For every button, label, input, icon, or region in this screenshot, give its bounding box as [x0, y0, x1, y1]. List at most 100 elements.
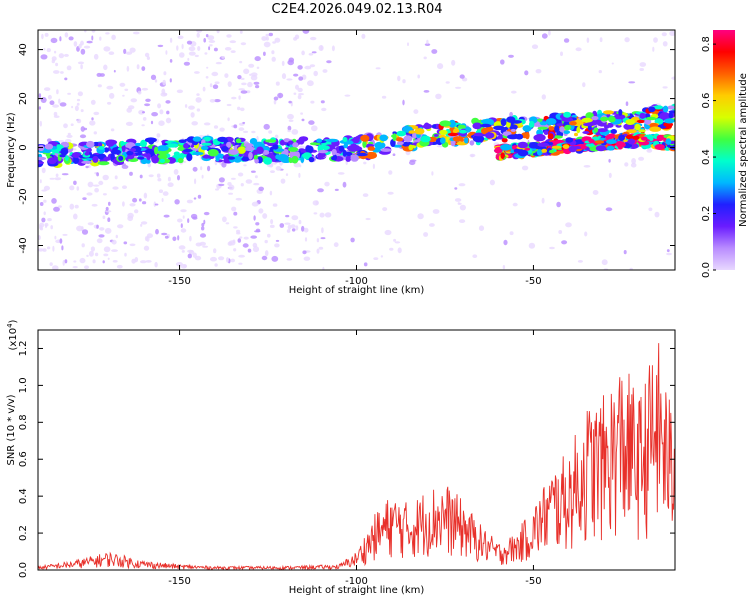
noise-speck — [108, 51, 115, 55]
y-tick-label: 0.8 — [18, 414, 29, 430]
noise-speck — [218, 177, 225, 183]
noise-speck — [145, 98, 151, 103]
ridge-blob — [656, 134, 664, 142]
noise-speck — [162, 79, 166, 86]
ridge-blob — [98, 146, 105, 150]
noise-speck — [119, 82, 126, 87]
noise-speck — [55, 62, 59, 67]
ridge-blob — [600, 116, 609, 122]
noise-speck — [68, 36, 74, 41]
noise-speck — [263, 41, 271, 48]
noise-speck — [83, 127, 88, 131]
ridge-blob — [556, 123, 564, 127]
ridge-blob — [610, 129, 617, 134]
noise-speck — [502, 265, 506, 270]
ridge-blob — [432, 124, 437, 129]
noise-speck — [103, 246, 111, 253]
noise-speck — [177, 35, 184, 40]
ridge-blob — [423, 122, 430, 130]
noise-speck — [195, 97, 202, 103]
ridge-blob — [137, 156, 145, 160]
noise-speck — [541, 197, 545, 204]
ridge-blob — [500, 144, 512, 151]
noise-speck — [267, 233, 271, 238]
ridge-blob — [481, 127, 489, 135]
noise-speck — [268, 130, 273, 134]
noise-speck — [648, 207, 653, 212]
noise-speck — [76, 98, 81, 102]
noise-speck — [286, 258, 293, 261]
noise-speck — [265, 36, 269, 41]
snr-series-line — [38, 343, 675, 570]
noise-speck — [287, 59, 295, 66]
noise-speck — [250, 235, 257, 239]
noise-speck — [112, 260, 118, 263]
noise-speck — [38, 235, 41, 241]
noise-speck — [503, 239, 508, 246]
noise-speck — [255, 222, 260, 226]
noise-speck — [69, 203, 75, 210]
ridge-blob — [243, 143, 254, 148]
noise-speck — [639, 68, 644, 71]
noise-speck — [361, 33, 366, 39]
noise-speck — [240, 42, 247, 46]
noise-speck — [193, 197, 197, 200]
noise-speck — [156, 133, 161, 138]
noise-speck — [381, 95, 387, 99]
noise-speck — [58, 53, 65, 59]
ridge-blob — [408, 130, 416, 134]
noise-speck — [110, 128, 115, 132]
noise-speck — [123, 48, 127, 55]
noise-speck — [227, 241, 233, 246]
noise-speck — [402, 79, 406, 84]
ridge-blob — [573, 146, 581, 150]
noise-speck — [47, 218, 52, 222]
noise-speck — [46, 246, 51, 250]
noise-speck — [331, 45, 335, 52]
noise-speck — [196, 108, 201, 112]
noise-speck — [64, 139, 72, 143]
noise-speck — [96, 72, 102, 77]
ridge-blob — [582, 131, 590, 134]
noise-speck — [608, 172, 612, 178]
ridge-blob — [574, 132, 578, 137]
noise-speck — [639, 62, 647, 67]
noise-speck — [301, 50, 305, 56]
noise-speck — [167, 176, 171, 182]
noise-speck — [216, 30, 220, 34]
noise-speck — [139, 174, 143, 179]
ridge-blob — [235, 138, 242, 144]
noise-speck — [189, 235, 192, 242]
noise-speck — [261, 255, 268, 261]
ridge-blob — [84, 151, 90, 156]
ridge-blob — [403, 135, 413, 143]
noise-speck — [251, 201, 259, 207]
noise-speck — [213, 47, 218, 52]
noise-speck — [187, 253, 192, 259]
noise-speck — [128, 105, 135, 110]
ridge-blob — [485, 132, 495, 139]
ridge-blob — [249, 138, 258, 145]
noise-speck — [71, 105, 74, 109]
noise-speck — [93, 111, 100, 116]
noise-speck — [302, 250, 307, 255]
noise-speck — [96, 238, 103, 244]
noise-speck — [402, 99, 405, 106]
noise-speck — [389, 247, 394, 251]
noise-speck — [49, 100, 55, 105]
noise-speck — [608, 158, 611, 163]
noise-speck — [598, 70, 602, 74]
noise-speck — [310, 100, 315, 104]
noise-speck — [142, 111, 145, 114]
noise-speck — [41, 189, 47, 192]
noise-speck — [424, 43, 431, 46]
ridge-blob — [617, 144, 623, 150]
ridge-blob — [626, 134, 634, 140]
noise-speck — [159, 109, 164, 115]
noise-speck — [337, 172, 345, 175]
ridge-blob — [618, 109, 623, 116]
noise-speck — [245, 179, 253, 184]
noise-speck — [423, 56, 427, 60]
ridge-blob — [649, 126, 662, 132]
